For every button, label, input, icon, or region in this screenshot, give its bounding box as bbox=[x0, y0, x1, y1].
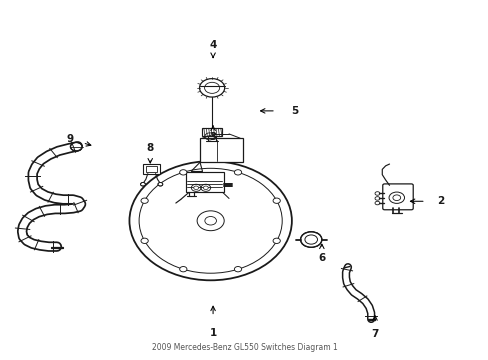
Text: 9: 9 bbox=[67, 134, 74, 144]
FancyBboxPatch shape bbox=[382, 184, 412, 210]
Circle shape bbox=[179, 266, 186, 272]
Circle shape bbox=[193, 186, 198, 190]
Circle shape bbox=[272, 238, 280, 243]
Circle shape bbox=[179, 170, 186, 175]
Circle shape bbox=[392, 195, 400, 201]
Circle shape bbox=[70, 143, 82, 151]
Circle shape bbox=[203, 186, 208, 190]
FancyBboxPatch shape bbox=[202, 128, 222, 136]
Text: 2009 Mercedes-Benz GL550 Switches Diagram 1: 2009 Mercedes-Benz GL550 Switches Diagra… bbox=[151, 343, 337, 352]
Text: 6: 6 bbox=[318, 253, 325, 263]
FancyBboxPatch shape bbox=[200, 138, 242, 162]
Circle shape bbox=[204, 216, 216, 225]
FancyBboxPatch shape bbox=[185, 172, 224, 192]
Circle shape bbox=[234, 170, 241, 175]
Text: 3: 3 bbox=[209, 132, 216, 143]
Circle shape bbox=[234, 266, 241, 272]
Text: 5: 5 bbox=[291, 106, 298, 116]
Text: 4: 4 bbox=[209, 40, 216, 50]
Circle shape bbox=[272, 198, 280, 203]
Circle shape bbox=[300, 232, 321, 247]
Text: 7: 7 bbox=[370, 329, 378, 339]
Circle shape bbox=[141, 238, 148, 243]
Text: 2: 2 bbox=[436, 196, 443, 206]
Circle shape bbox=[158, 183, 163, 186]
Text: 1: 1 bbox=[209, 328, 216, 338]
FancyBboxPatch shape bbox=[145, 166, 157, 172]
Circle shape bbox=[129, 161, 291, 280]
FancyBboxPatch shape bbox=[142, 165, 160, 174]
Text: 8: 8 bbox=[146, 143, 154, 153]
Circle shape bbox=[140, 183, 145, 186]
Circle shape bbox=[141, 198, 148, 203]
